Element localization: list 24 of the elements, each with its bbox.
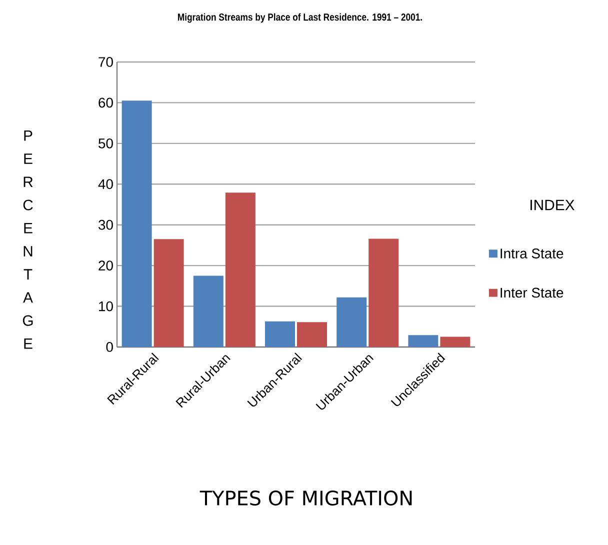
y-tick-label: 0 bbox=[106, 342, 113, 352]
y-tick-label: 40 bbox=[98, 179, 113, 190]
y-tick-label: 60 bbox=[98, 98, 113, 108]
y-tick-label: 70 bbox=[98, 57, 113, 67]
bar bbox=[440, 336, 470, 347]
bar bbox=[408, 335, 438, 347]
bar bbox=[297, 322, 327, 347]
bar bbox=[265, 321, 296, 347]
bar bbox=[193, 276, 224, 347]
y-tick-label: 20 bbox=[98, 260, 113, 270]
chart-title: Migration Streams by Place of Last Residence. 1991 – 2001. bbox=[178, 13, 422, 23]
bar bbox=[122, 100, 152, 347]
y-tick-label: 50 bbox=[98, 138, 113, 148]
bar bbox=[154, 239, 184, 347]
legend-label: Intra State bbox=[500, 248, 564, 258]
text: P E R C E N T A G E bbox=[22, 130, 33, 349]
y-tick-label: 30 bbox=[98, 220, 113, 230]
legend-title: INDEX bbox=[530, 200, 575, 210]
bar bbox=[336, 297, 367, 347]
bar bbox=[368, 238, 399, 347]
bar bbox=[225, 192, 256, 347]
x-axis-title: TYPES OF MIGRATION bbox=[200, 490, 412, 506]
y-tick-label: 10 bbox=[99, 301, 113, 312]
legend-label: Inter State bbox=[500, 288, 564, 298]
